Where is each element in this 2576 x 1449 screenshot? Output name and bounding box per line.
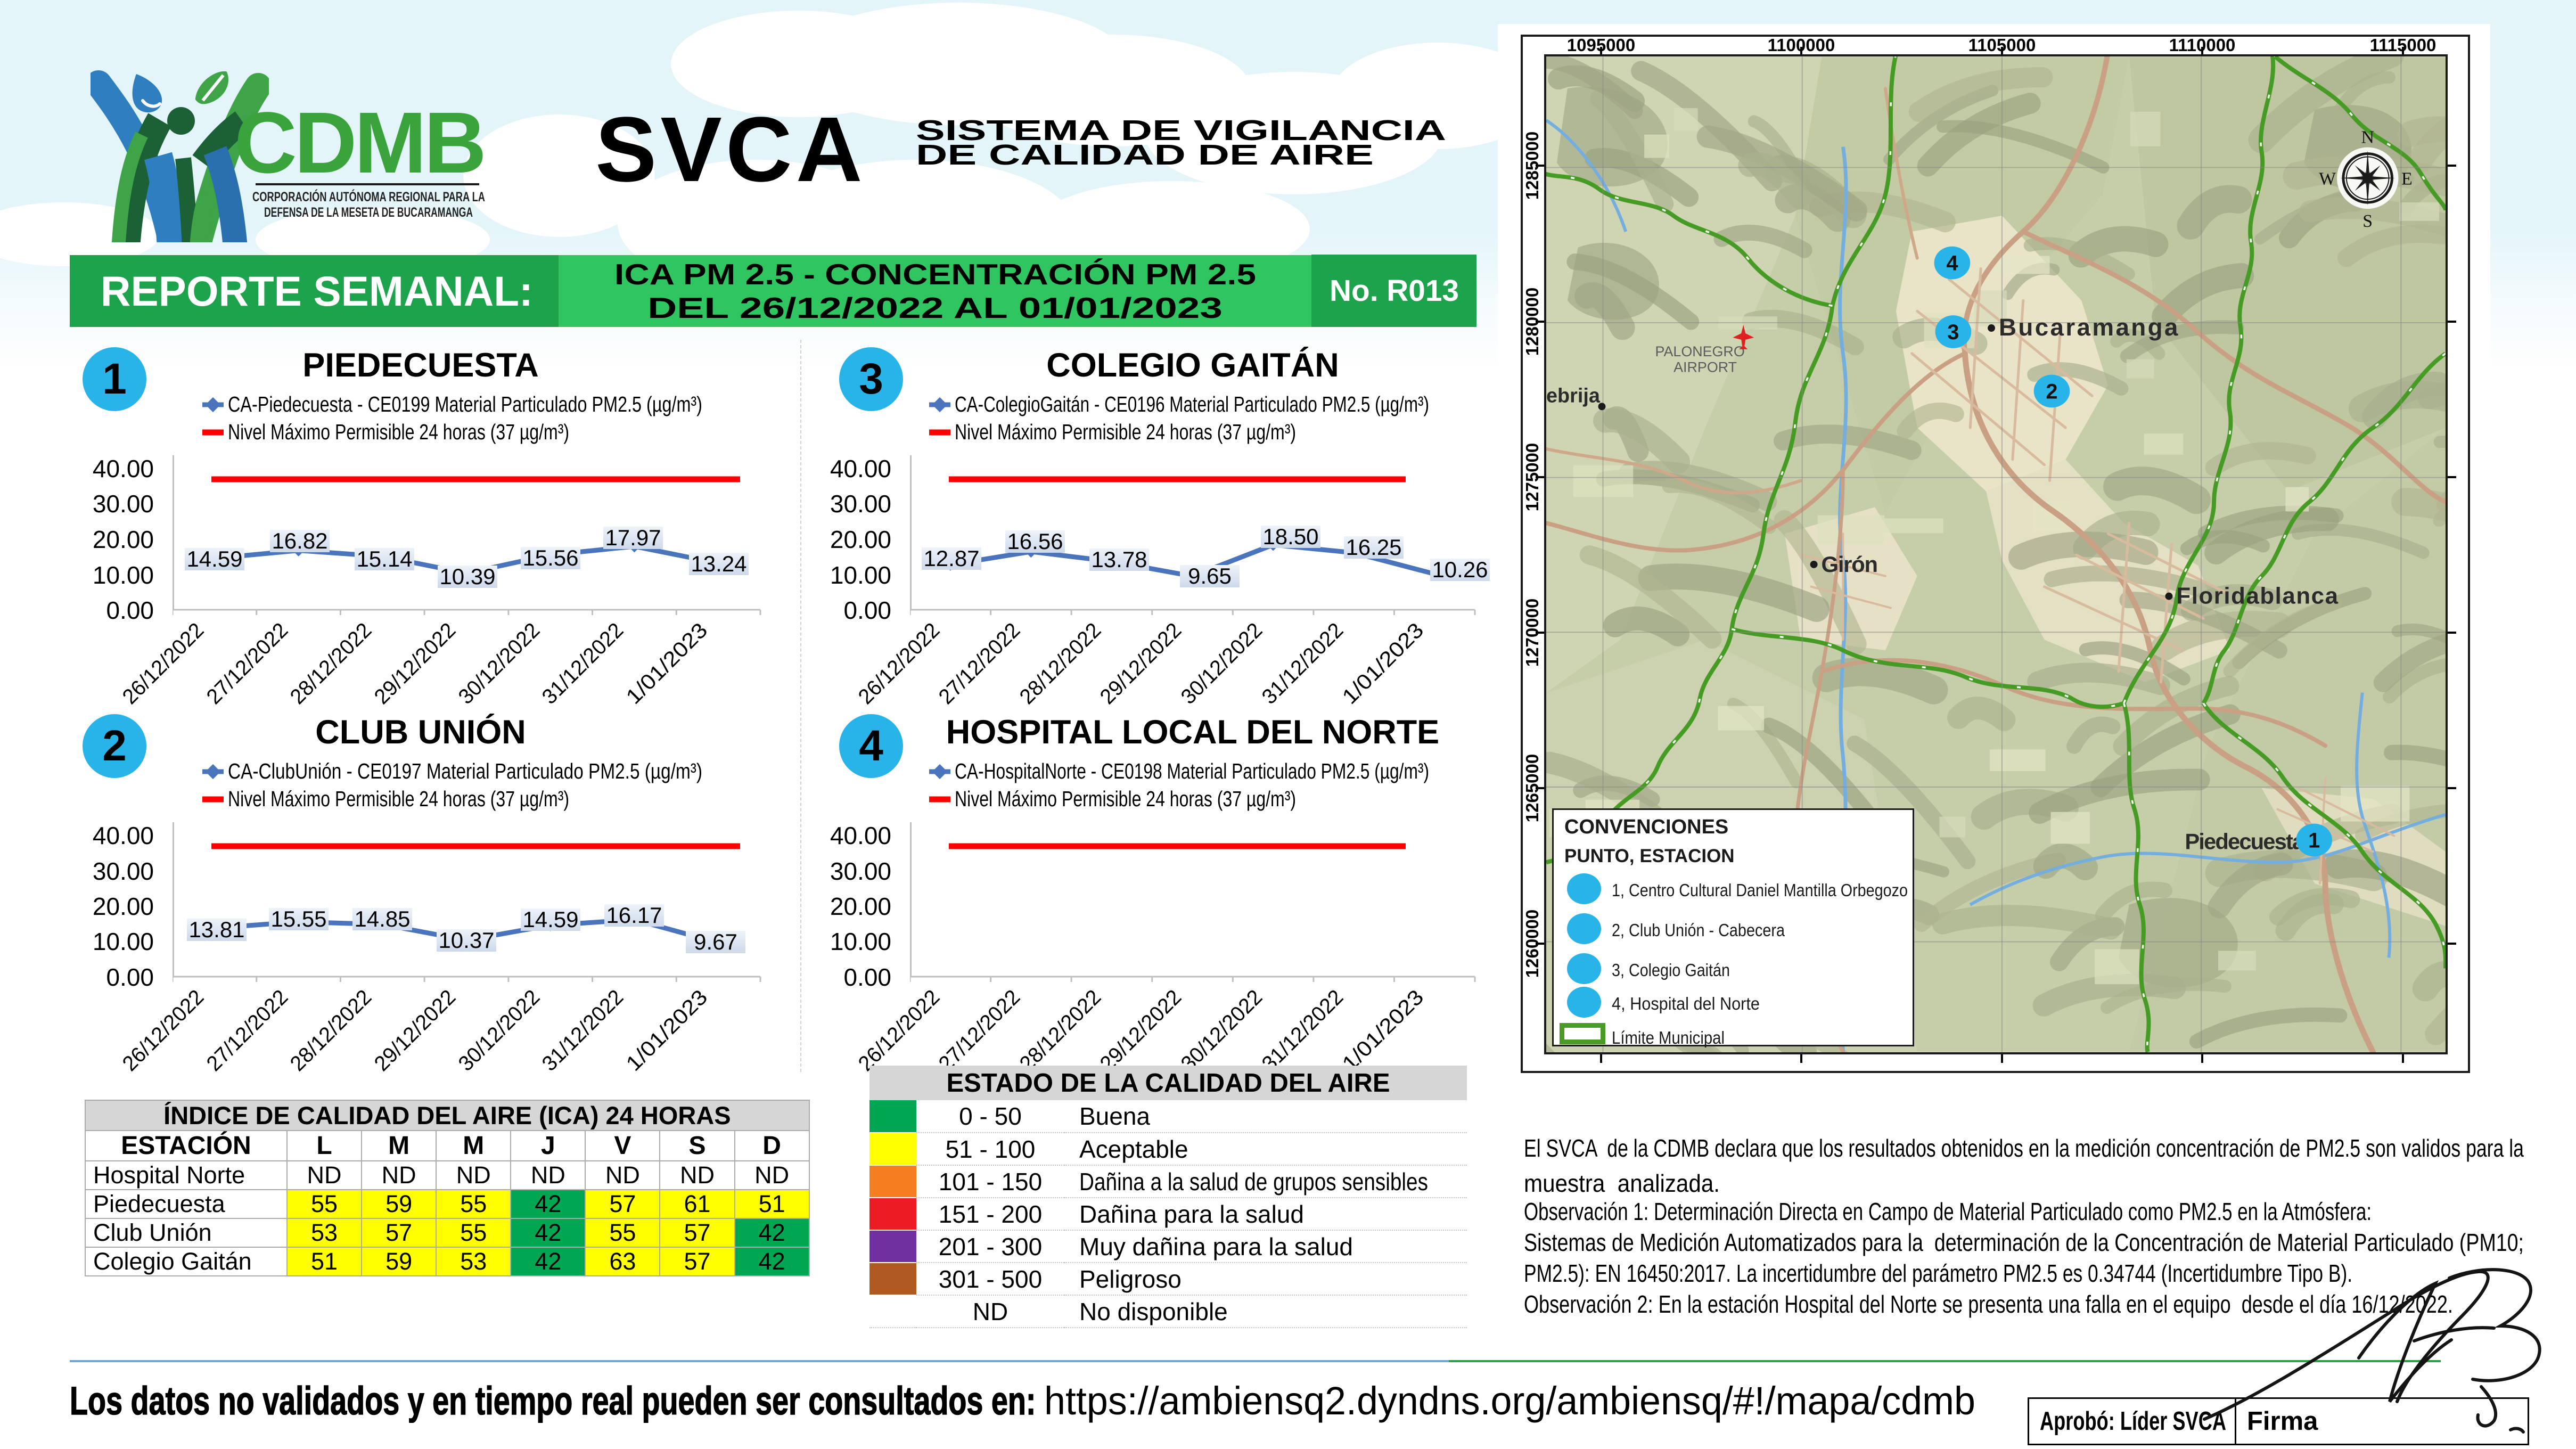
svg-text:ebrija: ebrija bbox=[1546, 384, 1601, 407]
svg-text:26/12/2022: 26/12/2022 bbox=[118, 985, 209, 1076]
svg-text:30/12/2022: 30/12/2022 bbox=[1177, 985, 1267, 1076]
svg-text:Girón: Girón bbox=[1822, 552, 1878, 577]
svg-text:1/01/2023: 1/01/2023 bbox=[622, 618, 712, 709]
svg-text:27/12/2022: 27/12/2022 bbox=[202, 618, 293, 709]
svg-text:28/12/2022: 28/12/2022 bbox=[1015, 985, 1106, 1076]
svg-text:26/12/2022: 26/12/2022 bbox=[854, 985, 945, 1076]
svg-text:Piedecuesta: Piedecuesta bbox=[2185, 829, 2305, 854]
svg-text:29/12/2022: 29/12/2022 bbox=[370, 985, 461, 1076]
svg-text:Bucaramanga: Bucaramanga bbox=[1999, 314, 2178, 341]
svg-text:29/12/2022: 29/12/2022 bbox=[1096, 618, 1186, 709]
svg-text:2: 2 bbox=[2046, 380, 2057, 403]
svg-text:29/12/2022: 29/12/2022 bbox=[1096, 985, 1186, 1076]
svg-text:27/12/2022: 27/12/2022 bbox=[934, 618, 1025, 709]
svg-text:4: 4 bbox=[1946, 252, 1958, 275]
svg-text:29/12/2022: 29/12/2022 bbox=[370, 618, 461, 709]
svg-text:27/12/2022: 27/12/2022 bbox=[934, 985, 1025, 1076]
svg-text:28/12/2022: 28/12/2022 bbox=[286, 985, 376, 1076]
svg-text:27/12/2022: 27/12/2022 bbox=[202, 985, 293, 1076]
svg-text:1/01/2023: 1/01/2023 bbox=[622, 985, 712, 1076]
svg-text:1/01/2023: 1/01/2023 bbox=[1338, 618, 1429, 709]
svg-text:1: 1 bbox=[2308, 829, 2320, 852]
svg-text:N: N bbox=[2361, 128, 2374, 148]
svg-text:Floridablanca: Floridablanca bbox=[2176, 583, 2338, 609]
svg-text:3: 3 bbox=[1947, 321, 1959, 344]
svg-text:31/12/2022: 31/12/2022 bbox=[1258, 985, 1348, 1076]
svg-text:31/12/2022: 31/12/2022 bbox=[538, 985, 628, 1076]
svg-text:31/12/2022: 31/12/2022 bbox=[1258, 618, 1348, 709]
svg-text:28/12/2022: 28/12/2022 bbox=[1015, 618, 1106, 709]
svg-text:AIRPORT: AIRPORT bbox=[1673, 359, 1737, 375]
svg-text:30/12/2022: 30/12/2022 bbox=[454, 618, 545, 709]
svg-text:PALONEGRO: PALONEGRO bbox=[1655, 343, 1745, 359]
svg-text:31/12/2022: 31/12/2022 bbox=[538, 618, 628, 709]
svg-text:26/12/2022: 26/12/2022 bbox=[118, 618, 209, 709]
svg-text:26/12/2022: 26/12/2022 bbox=[854, 618, 945, 709]
svg-text:1/01/2023: 1/01/2023 bbox=[1338, 985, 1429, 1076]
svg-text:30/12/2022: 30/12/2022 bbox=[454, 985, 545, 1076]
svg-text:30/12/2022: 30/12/2022 bbox=[1177, 618, 1267, 709]
svg-text:28/12/2022: 28/12/2022 bbox=[286, 618, 376, 709]
svg-text:S: S bbox=[2362, 211, 2373, 231]
svg-text:E: E bbox=[2401, 169, 2413, 189]
svg-text:W: W bbox=[2319, 169, 2336, 189]
